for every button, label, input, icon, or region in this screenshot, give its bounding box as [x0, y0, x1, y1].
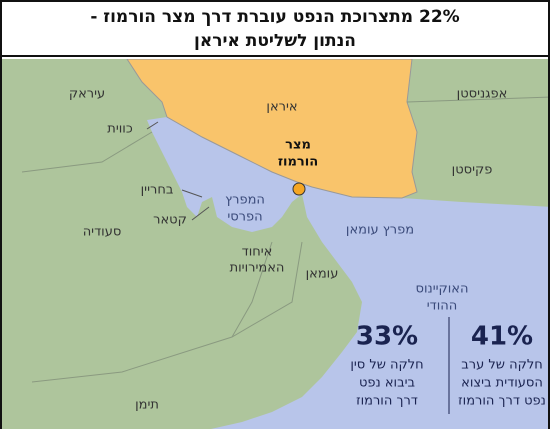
- label: עיראק: [69, 87, 105, 102]
- water: [147, 117, 548, 429]
- label: האמירויות: [230, 261, 285, 276]
- label: האוקיינוס: [416, 282, 469, 297]
- stat-text: חלקה של סין: [350, 358, 423, 373]
- leaders: [146, 121, 210, 221]
- label: מצר: [285, 138, 311, 153]
- label: הורמוז: [278, 155, 318, 170]
- label: הפרסי: [227, 210, 262, 225]
- label: המפרץ: [225, 193, 265, 208]
- map: עיראק כווית איראן אפגניסטן פקיסטן מצר הו…: [2, 59, 548, 429]
- leader-line: [191, 206, 210, 221]
- stat-text: חלקה של ערב: [461, 358, 542, 373]
- title: 22% מתצרוכת הנפט עוברת דרך מצר הורמוז - …: [2, 2, 548, 57]
- stat-text: הסעודית ביצוא: [461, 376, 543, 391]
- iran: [126, 59, 418, 199]
- label: איראן: [266, 100, 297, 115]
- border: [231, 241, 273, 338]
- stat-text: ביבוא נפט: [359, 376, 415, 391]
- label: כווית: [107, 122, 133, 137]
- label: עומאן: [306, 267, 339, 282]
- label: סעודיה: [83, 225, 122, 240]
- leader-line: [181, 189, 203, 198]
- label: קטאר: [153, 213, 187, 228]
- border: [406, 96, 548, 103]
- stat-text: דרך הורמוז: [356, 394, 418, 409]
- stat-value: 41%: [471, 322, 533, 352]
- hormuz-dot: [292, 182, 306, 196]
- stat-text: נפט דרך הורמוז: [458, 394, 546, 409]
- label: בחריין: [141, 183, 174, 198]
- leader-line: [146, 121, 159, 130]
- label: ההודי: [427, 299, 458, 314]
- label: פקיסטן: [452, 163, 493, 178]
- label: איחוד: [242, 245, 273, 260]
- title-line: 22% מתצרוכת הנפט עוברת דרך מצר הורמוז -: [90, 7, 460, 27]
- label: אפגניסטן: [457, 87, 508, 102]
- border: [21, 131, 153, 173]
- stat-value: 33%: [356, 322, 418, 352]
- label: מפרץ עומאן: [346, 223, 414, 238]
- borders: [21, 96, 548, 383]
- title-line: הנתון לשליטת איראן: [194, 31, 356, 51]
- label: תימן: [135, 398, 159, 413]
